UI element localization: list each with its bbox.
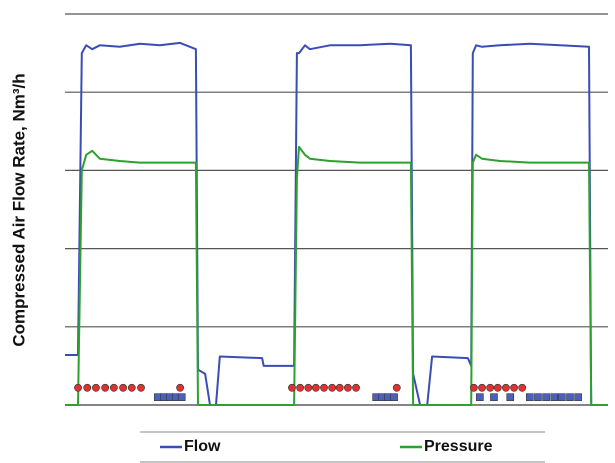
marker-square — [390, 393, 398, 401]
marker-circle — [320, 383, 328, 392]
legend-label: Pressure — [424, 438, 493, 455]
legend-label: Flow — [184, 438, 221, 455]
marker-circle — [127, 383, 136, 392]
marker-circle — [328, 383, 337, 392]
marker-circle — [344, 383, 352, 392]
marker-circle — [518, 383, 527, 392]
marker-circle — [119, 383, 128, 392]
marker-circle — [92, 383, 100, 392]
marker-square — [558, 393, 566, 401]
marker-circle — [510, 383, 518, 392]
marker-square — [506, 393, 515, 401]
marker-circle — [486, 383, 495, 392]
marker-circle — [352, 383, 360, 392]
marker-circle — [469, 383, 478, 392]
marker-circle — [304, 383, 313, 392]
marker-circle — [137, 383, 145, 392]
y-axis-label: Compressed Air Flow Rate, Nm³/h — [9, 73, 28, 346]
marker-square — [566, 393, 574, 401]
marker-circle — [478, 383, 486, 392]
marker-circle — [288, 383, 296, 392]
marker-square — [526, 393, 534, 401]
marker-circle — [101, 383, 110, 392]
line-series — [65, 145, 608, 406]
marker-circle — [502, 383, 510, 392]
marker-square — [542, 393, 550, 401]
marker-circle — [493, 383, 502, 392]
marker-circle — [296, 383, 305, 392]
marker-square — [574, 393, 582, 401]
marker-circle — [335, 383, 344, 392]
marker-square — [476, 393, 484, 401]
marker-circle — [109, 383, 118, 392]
marker-square — [534, 393, 542, 401]
marker-circle — [83, 383, 92, 392]
marker-circle — [176, 383, 185, 392]
marker-circle — [74, 383, 82, 392]
line-series — [65, 41, 608, 406]
marker-square — [550, 393, 559, 401]
marker-circle — [311, 383, 320, 392]
marker-square — [177, 393, 186, 401]
marker-square — [490, 393, 498, 401]
marker-circle — [392, 383, 401, 392]
